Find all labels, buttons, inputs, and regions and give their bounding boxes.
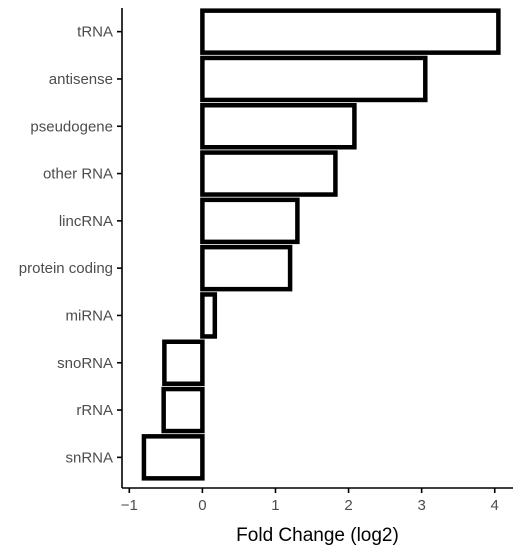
y-tick-label-other-rna: other RNA: [43, 166, 113, 183]
y-tick-label-snorna: snoRNA: [57, 355, 113, 372]
y-tick-label-pseudogene: pseudogene: [30, 118, 113, 135]
y-tick-label-antisense: antisense: [49, 71, 113, 88]
y-tick-label-mirna: miRNA: [66, 307, 114, 324]
bar-protein-coding: [200, 244, 293, 292]
bar-pseudogene: [200, 103, 357, 150]
y-tick-label-rrna: rRNA: [76, 402, 113, 419]
x-axis-title: Fold Change (log2): [236, 525, 399, 546]
bar-lincrna: [200, 197, 300, 245]
y-tick-label-snrna: snRNA: [65, 449, 113, 466]
x-tick-label: 1: [271, 497, 279, 514]
y-tick-label-lincrna: lincRNA: [59, 213, 113, 230]
bar-snorna: [162, 339, 205, 386]
y-tick-label-trna: tRNA: [77, 24, 113, 41]
x-tick-label: 4: [491, 497, 499, 514]
x-tick-label: 2: [344, 497, 352, 514]
bar-snrna: [141, 434, 205, 481]
bar-antisense: [200, 55, 428, 103]
x-tick-label: −1: [121, 497, 138, 514]
y-tick-labels: tRNA antisense pseudogene other RNA lincRNA p…: [19, 24, 122, 466]
bar-rrna: [161, 386, 205, 434]
bars-group: [141, 8, 501, 481]
bar-mirna: [200, 292, 218, 339]
x-tick-labels: −1 0 1 2 3 4: [121, 488, 499, 514]
bar-other-rna: [200, 150, 338, 197]
bar-trna: [200, 8, 501, 55]
x-tick-label: 3: [417, 497, 425, 514]
x-tick-label: 0: [198, 497, 206, 514]
y-tick-label-protein-coding: protein coding: [19, 260, 113, 277]
